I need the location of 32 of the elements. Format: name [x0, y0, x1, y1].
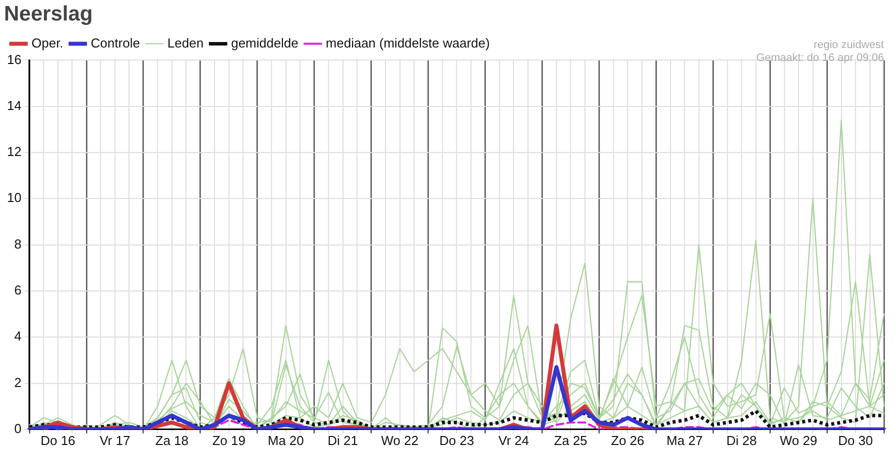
x-tick-label: Di 28 [726, 432, 757, 448]
x-tick-label: Ma 27 [666, 432, 703, 448]
y-tick-label: 2 [14, 374, 22, 390]
legend-label: gemiddelde [231, 35, 298, 50]
y-tick-label: 4 [14, 328, 22, 344]
annotation: Gemaakt: do 16 apr 09:06 [756, 52, 884, 64]
x-tick-label: Za 25 [554, 432, 588, 448]
x-tick-label: Vr 17 [100, 432, 130, 448]
legend-label: Controle [90, 35, 140, 50]
x-tick-label: Za 18 [155, 432, 189, 448]
chart-title: Neerslag [4, 2, 93, 26]
x-tick-label: Vr 24 [498, 432, 529, 448]
x-tick-label: Do 23 [439, 432, 474, 448]
x-tick-label: Zo 26 [611, 432, 644, 448]
y-tick-label: 6 [14, 282, 22, 298]
legend-label: mediaan (middelste waarde) [326, 35, 490, 50]
legend-label: Leden [167, 35, 204, 50]
x-tick-label: Di 21 [328, 432, 358, 448]
text: regio zuidwest [814, 39, 884, 51]
y-tick-label: 8 [14, 236, 22, 252]
y-tick-label: 10 [6, 190, 22, 206]
y-tick-label: 16 [6, 52, 22, 67]
y-tick-label: 0 [14, 420, 22, 436]
x-tick-label: Zo 19 [212, 432, 246, 448]
x-tick-label: Do 16 [40, 432, 76, 448]
x-tick-label: Do 30 [838, 432, 873, 448]
y-tick-label: 14 [6, 98, 22, 113]
x-tick-label: Wo 29 [780, 432, 818, 448]
x-tick-label: Ma 20 [268, 432, 304, 448]
legend-label: Oper. [32, 35, 64, 50]
y-tick-label: 12 [6, 144, 22, 160]
x-tick-label: Wo 22 [381, 432, 418, 448]
